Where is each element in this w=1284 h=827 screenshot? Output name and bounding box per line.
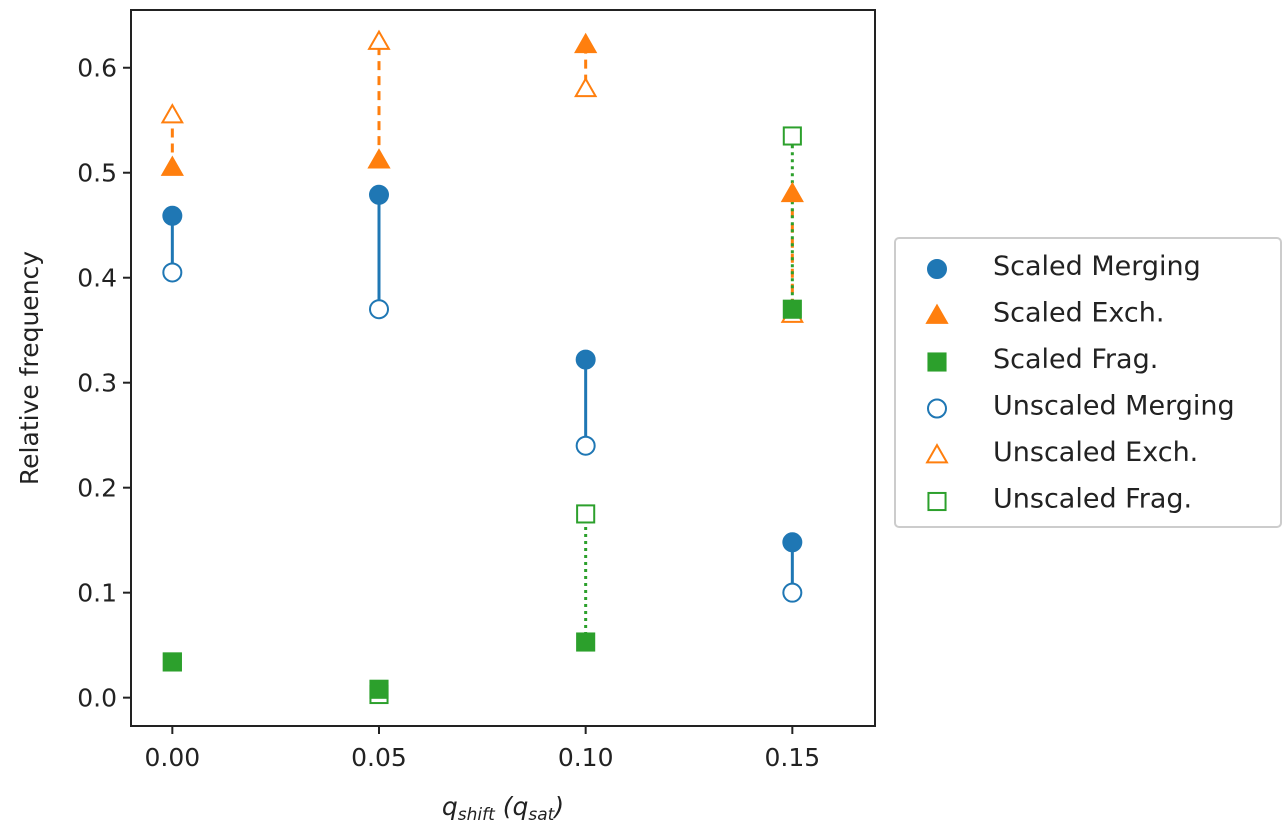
unscaled-exch-point <box>367 29 391 50</box>
x-tick-label: 0.10 <box>558 743 614 772</box>
legend: Scaled Merging Scaled Exch. Scaled Frag. Un… <box>894 237 1282 528</box>
legend-label: Scaled Frag. <box>993 344 1158 375</box>
scaled-merging-point <box>782 532 803 553</box>
unscaled-frag-point <box>576 504 596 524</box>
x-axis-label-paren-open: ( <box>495 792 514 821</box>
unscaled-frag-point <box>782 126 802 146</box>
data-markers <box>160 29 804 705</box>
y-tick-label: 0.0 <box>77 684 117 713</box>
scaled-exch-point <box>367 148 391 169</box>
legend-label: Unscaled Merging <box>993 391 1235 422</box>
connector-lines <box>170 41 794 695</box>
legend-marker <box>925 303 949 324</box>
unscaled-merging-point <box>575 435 596 456</box>
legend-marker <box>927 398 947 419</box>
legend-marker <box>927 352 947 372</box>
scaled-exch-point <box>780 181 804 203</box>
x-tick-label: 0.00 <box>144 743 200 772</box>
x-tick-label: 0.15 <box>764 743 820 772</box>
y-tick-label: 0.6 <box>77 54 117 83</box>
legend-marker <box>925 443 949 464</box>
x-axis-label-paren-main: q <box>513 792 529 821</box>
x-axis-label-paren-close: ) <box>552 792 564 821</box>
x-axis-label-main: q <box>442 792 458 821</box>
y-axis: 0.0 0.1 0.2 0.3 0.4 0.5 0.6 <box>77 54 131 713</box>
legend-marker <box>927 259 947 279</box>
unscaled-exch-point <box>574 76 598 98</box>
x-axis-label-sub: shift <box>458 805 496 825</box>
plot-frame <box>130 9 876 727</box>
legend-label: Unscaled Exch. <box>993 437 1198 468</box>
scaled-merging-point <box>575 349 596 370</box>
y-tick-label: 0.3 <box>77 369 117 398</box>
legend-frame <box>894 237 1282 528</box>
x-axis-label: qshift (qsat) <box>442 792 564 825</box>
scaled-exch-point <box>160 155 184 176</box>
scaled-merging-point <box>369 184 389 205</box>
unscaled-exch-point <box>160 103 184 124</box>
scaled-exch-point <box>574 32 598 54</box>
scaled-frag-point <box>576 632 596 652</box>
legend-label: Scaled Merging <box>993 251 1201 282</box>
scaled-merging-point <box>162 205 183 226</box>
scaled-frag-point <box>782 299 802 319</box>
x-tick-label: 0.05 <box>351 743 407 772</box>
legend-label: Scaled Exch. <box>993 298 1164 329</box>
x-axis: 0.00 0.05 0.10 0.15 <box>144 726 820 772</box>
unscaled-merging-point <box>162 262 183 283</box>
y-axis-label: Relative frequency <box>15 251 44 485</box>
y-tick-label: 0.2 <box>77 474 117 503</box>
unscaled-merging-point <box>782 582 803 603</box>
y-tick-label: 0.4 <box>77 264 117 293</box>
unscaled-merging-point <box>369 299 389 320</box>
legend-marker <box>927 491 947 512</box>
y-tick-label: 0.5 <box>77 159 117 188</box>
scaled-frag-point <box>369 679 389 699</box>
scaled-frag-point <box>162 652 182 672</box>
x-axis-label-paren-sub: sat <box>528 805 555 825</box>
legend-label: Unscaled Frag. <box>993 484 1192 515</box>
y-tick-label: 0.1 <box>77 579 117 608</box>
